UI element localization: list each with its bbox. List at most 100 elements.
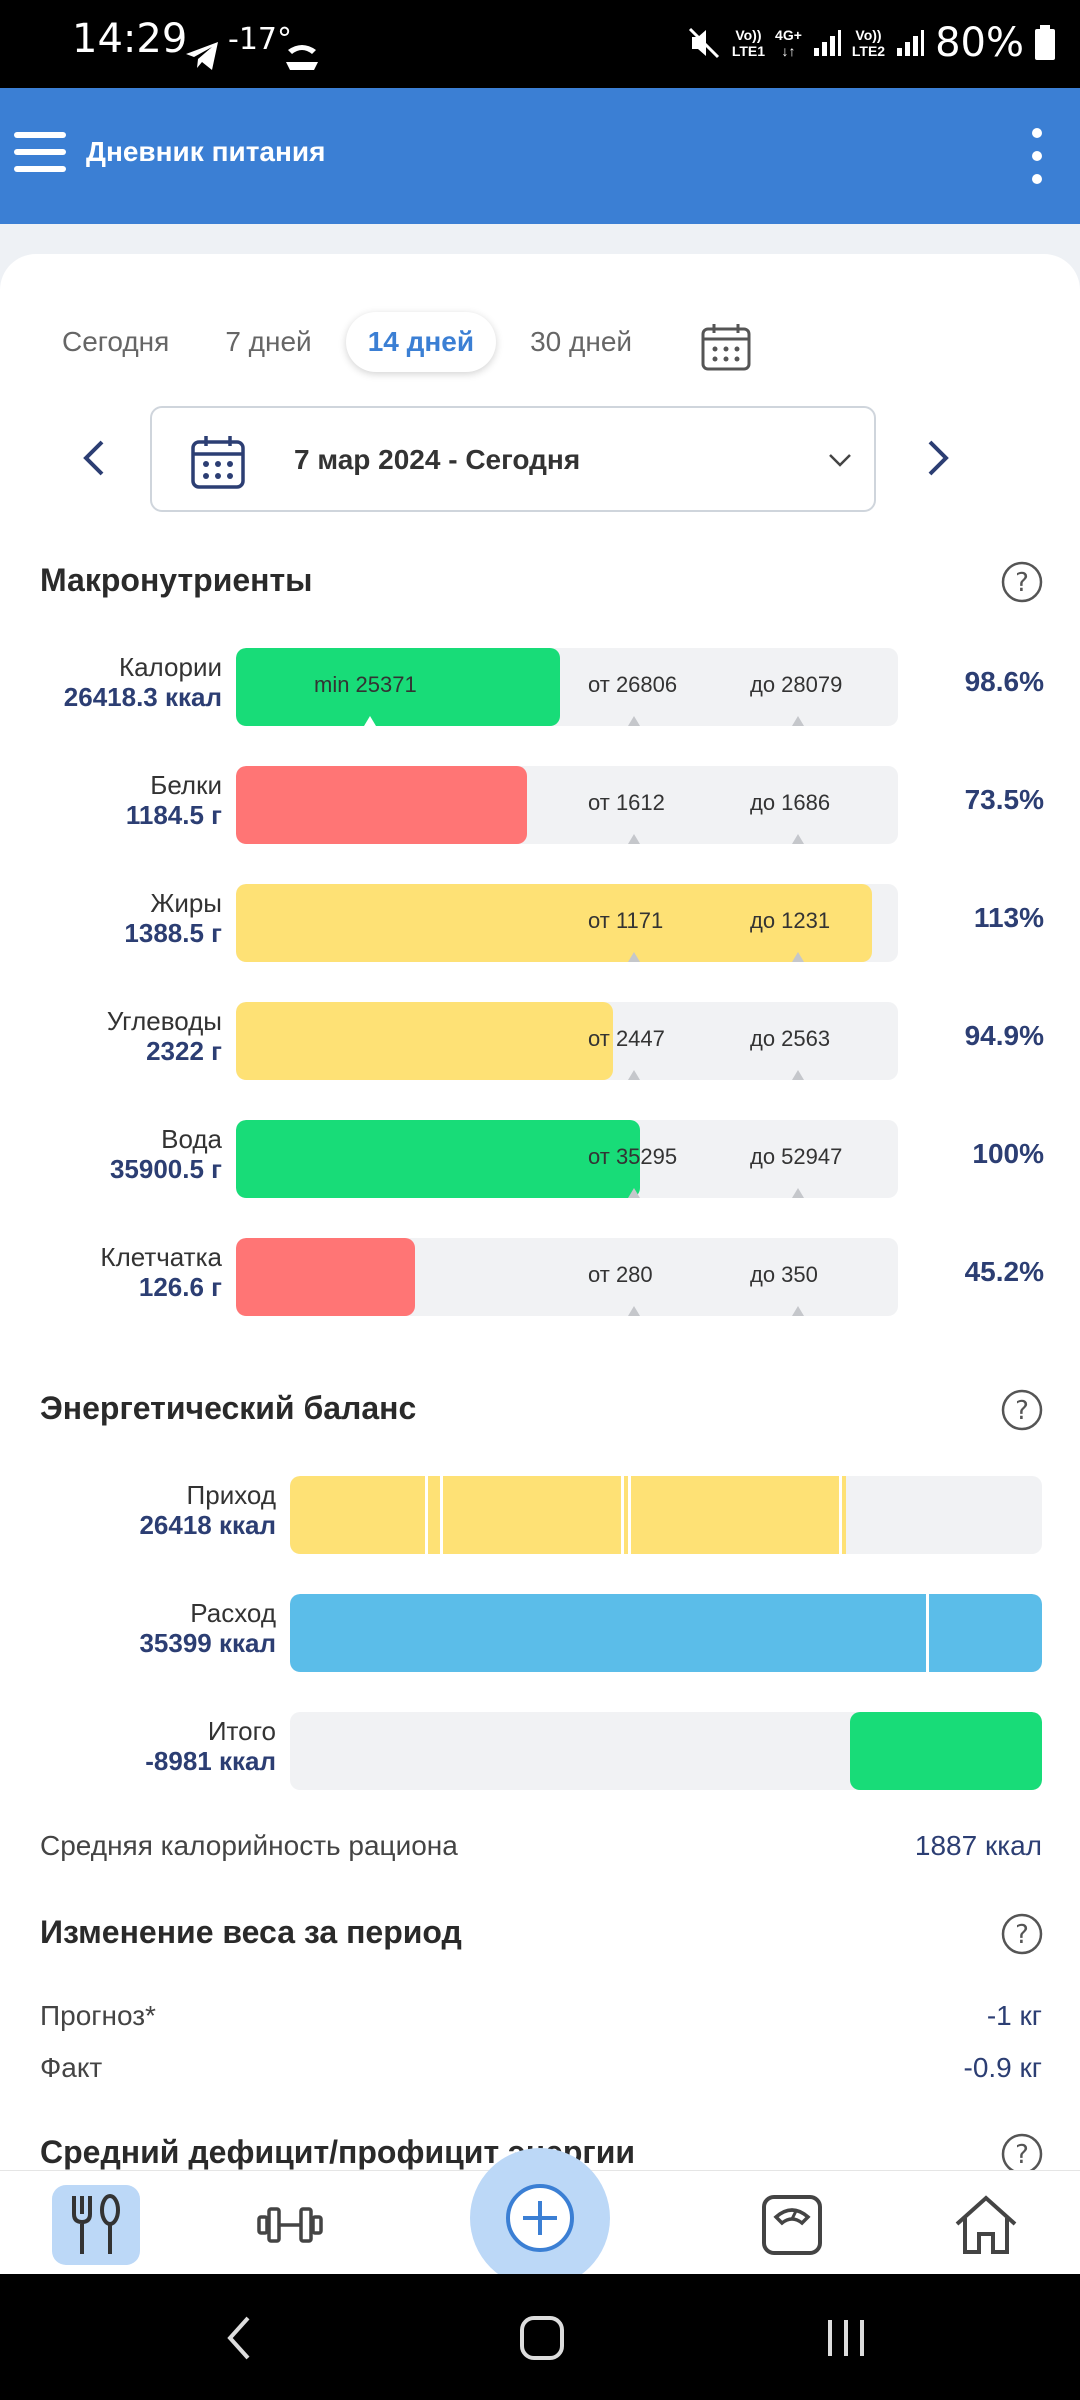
energy-label: Расход 35399 ккал (139, 1598, 276, 1658)
macro-percent: 45.2% (964, 1256, 1044, 1287)
macro-from-marker (628, 716, 640, 726)
more-vert-icon[interactable] (1032, 128, 1044, 184)
tab-14-days[interactable]: 14 дней (345, 312, 497, 372)
macro-name: Жиры (150, 888, 222, 918)
macro-from-marker (628, 1306, 640, 1316)
home-system-icon[interactable] (512, 2310, 572, 2366)
lte1-indicator: Vo)) LTE1 (731, 27, 766, 59)
nav-weight[interactable] (748, 2185, 836, 2265)
energy-row-income: Приход 26418 ккал (0, 1476, 1080, 1556)
macro-progress-fill (236, 1238, 415, 1316)
macro-to-label: до 52947 (750, 1144, 843, 1169)
recents-icon[interactable] (816, 2310, 876, 2366)
macro-from-label: от 35295 (588, 1144, 678, 1169)
tab-today[interactable]: Сегодня (62, 326, 170, 357)
macro-progress-fill (236, 766, 528, 844)
weight-fact-label: Факт (40, 2052, 103, 2083)
help-icon[interactable]: ? (1000, 560, 1044, 604)
macro-to-marker (792, 1070, 804, 1080)
energy-label: Приход 26418 ккал (139, 1480, 276, 1540)
macro-progress-fill (236, 1002, 614, 1080)
tab-7-days[interactable]: 7 дней (225, 326, 312, 357)
date-range-text: 7 мар 2024 - Сегодня (294, 444, 581, 475)
macro-from-label: от 1171 (588, 908, 664, 933)
nav-home[interactable] (942, 2185, 1030, 2265)
status-time: 14:29 (72, 16, 188, 62)
energy-divider (620, 1476, 624, 1554)
macro-value: 126.6 г (138, 1272, 222, 1302)
energy-divider (440, 1476, 444, 1554)
macro-to-marker (792, 952, 804, 962)
tab-30-days[interactable]: 30 дней (530, 326, 633, 357)
macro-name: Белки (150, 770, 222, 800)
avg-calories-value: 1887 ккал (914, 1830, 1042, 1861)
energy-divider (628, 1476, 632, 1554)
macro-percent: 73.5% (964, 784, 1044, 815)
nav-food[interactable] (52, 2185, 140, 2265)
add-entry-button[interactable] (470, 2148, 610, 2288)
weight-fact-value: -0.9 кг (963, 2052, 1043, 2083)
macro-row-fiber: Клетчатка 126.6 г от 280 до 350 45.2% (0, 1238, 1080, 1318)
macro-to-marker (792, 1188, 804, 1198)
macro-name: Клетчатка (100, 1242, 222, 1272)
mute-icon (688, 27, 719, 59)
nav-workouts[interactable] (246, 2185, 334, 2265)
macro-from-label: от 280 (588, 1262, 653, 1287)
macro-from-label: от 2447 (588, 1026, 665, 1051)
macro-to-label: до 1686 (750, 790, 831, 815)
help-icon[interactable]: ? (1000, 1388, 1044, 1432)
macro-to-label: до 1231 (750, 908, 831, 933)
macro-name: Углеводы (106, 1006, 222, 1036)
macro-progress-fill (236, 884, 872, 962)
menu-icon[interactable] (14, 132, 66, 174)
weight-forecast-row: Прогноз* -1 кг (40, 2000, 1042, 2032)
network-type: 4G+ ↓↑ (775, 27, 802, 59)
macro-progress-bar: от 2447 до 2563 (236, 1002, 898, 1080)
status-bar: 14:29 -17° Vo)) LTE1 4G+ ↓↑ Vo)) LTE2 80% (0, 0, 1080, 88)
energy-name: Приход (186, 1480, 276, 1510)
macro-from-marker (628, 1188, 640, 1198)
macro-label: Калории 26418.3 ккал (64, 652, 222, 712)
energy-row-total: Итого -8981 ккал (0, 1712, 1080, 1792)
energy-bar (290, 1594, 1042, 1672)
energy-value: 26418 ккал (139, 1510, 276, 1540)
calendar-icon (191, 436, 245, 489)
weight-forecast-value: -1 кг (986, 2000, 1042, 2031)
system-navigation (0, 2274, 1080, 2400)
telegram-icon (186, 42, 218, 70)
date-range-dropdown[interactable]: 7 мар 2024 - Сегодня (150, 406, 876, 512)
energy-bar-fill (850, 1712, 1042, 1790)
macro-from-marker (628, 1070, 640, 1080)
fork-knife-icon (72, 2194, 120, 2254)
signal-icon-2 (897, 30, 925, 56)
svg-text:?: ? (1015, 568, 1029, 598)
macro-name: Вода (161, 1124, 222, 1154)
macro-progress-fill (236, 1120, 640, 1198)
macro-min-marker (364, 716, 376, 726)
energy-bar (290, 1476, 1042, 1554)
diary-card (0, 254, 1080, 2194)
macro-to-label: до 350 (750, 1262, 818, 1287)
energy-label: Итого -8981 ккал (145, 1716, 276, 1776)
energy-divider (838, 1476, 842, 1554)
energy-name: Расход (190, 1598, 276, 1628)
avg-calories-label: Средняя калорийность рациона (40, 1830, 458, 1861)
macro-to-marker (792, 834, 804, 844)
macro-label: Углеводы 2322 г (107, 1006, 222, 1066)
help-icon[interactable]: ? (1000, 1912, 1044, 1956)
period-tabs: Сегодня 7 дней 14 дней 30 дней (40, 312, 666, 372)
lte2-indicator: Vo)) LTE2 (851, 27, 886, 59)
macro-progress-bar: от 1612 до 1686 (236, 766, 898, 844)
macro-to-label: до 2563 (750, 1026, 831, 1051)
home-icon (955, 2195, 1017, 2254)
vpn-icon (286, 45, 318, 70)
calendar-icon[interactable] (700, 322, 752, 372)
chevron-right-icon[interactable] (918, 436, 958, 480)
signal-icon (813, 30, 841, 56)
back-icon[interactable] (210, 2310, 270, 2366)
macro-from-marker (628, 952, 640, 962)
macro-to-marker (792, 1306, 804, 1316)
macro-row-carbs: Углеводы 2322 г от 2447 до 2563 94.9% (0, 1002, 1080, 1082)
svg-text:?: ? (1015, 1920, 1029, 1950)
chevron-left-icon[interactable] (74, 436, 114, 480)
